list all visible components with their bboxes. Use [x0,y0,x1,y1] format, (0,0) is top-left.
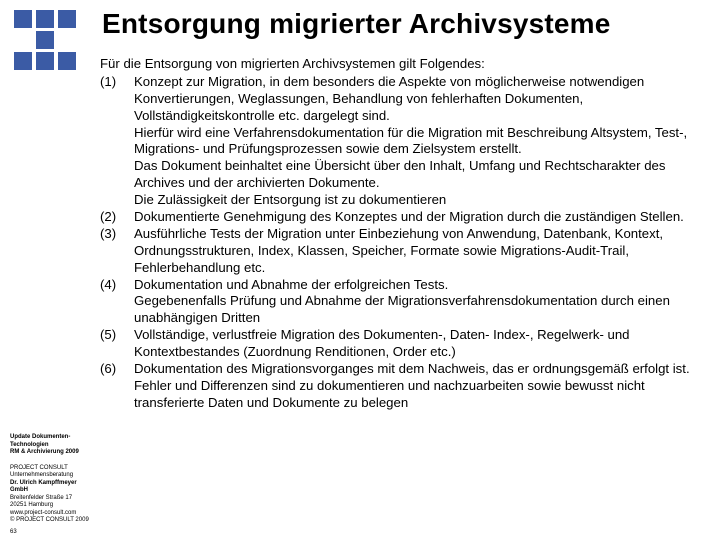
intro-text: Für die Entsorgung von migrierten Archiv… [100,56,708,73]
list-item: (3)Ausführliche Tests der Migration unte… [100,226,708,277]
list-item-number: (4) [100,277,134,328]
list-item: (2)Dokumentierte Genehmigung des Konzept… [100,209,708,226]
sidebar-metadata: Update Dokumenten- Technologien RM & Arc… [10,434,90,536]
sidebar-topic-3: RM & Archivierung 2009 [10,449,90,457]
sidebar-street: Breitenfelder Straße 17 [10,495,90,503]
sidebar-city: 20251 Hamburg [10,502,90,510]
list-item-number: (6) [100,361,134,412]
list-item: (4)Dokumentation und Abnahme der erfolgr… [100,277,708,328]
sidebar-url: www.project-consult.com [10,510,90,518]
list-item-number: (1) [100,74,134,209]
list-item-text: Vollständige, verlustfreie Migration des… [134,327,708,361]
sidebar-company-1: PROJECT CONSULT [10,465,90,473]
sidebar-topic-2: Technologien [10,442,90,450]
sidebar-person: Dr. Ulrich Kampffmeyer GmbH [10,480,90,495]
list-item-text: Dokumentation und Abnahme der erfolgreic… [134,277,708,328]
list-item-text: Konzept zur Migration, in dem besonders … [134,74,708,209]
sidebar-copyright: © PROJECT CONSULT 2009 [10,517,90,525]
sidebar-topic-1: Update Dokumenten- [10,434,90,442]
list-item-text: Dokumentation des Migrationsvorganges mi… [134,361,708,412]
list-item: (1)Konzept zur Migration, in dem besonde… [100,74,708,209]
list-item: (6)Dokumentation des Migrationsvorganges… [100,361,708,412]
page-number: 63 [10,529,90,537]
list-item: (5)Vollständige, verlustfreie Migration … [100,327,708,361]
list-item-number: (2) [100,209,134,226]
slide-title: Entsorgung migrierter Archivsysteme [102,8,611,40]
slide-body: Für die Entsorgung von migrierten Archiv… [100,56,708,412]
list-item-number: (3) [100,226,134,277]
sidebar-company-2: Unternehmensberatung [10,472,90,480]
list-item-text: Dokumentierte Genehmigung des Konzeptes … [134,209,708,226]
company-logo [14,10,78,70]
numbered-list: (1)Konzept zur Migration, in dem besonde… [100,74,708,412]
list-item-text: Ausführliche Tests der Migration unter E… [134,226,708,277]
list-item-number: (5) [100,327,134,361]
